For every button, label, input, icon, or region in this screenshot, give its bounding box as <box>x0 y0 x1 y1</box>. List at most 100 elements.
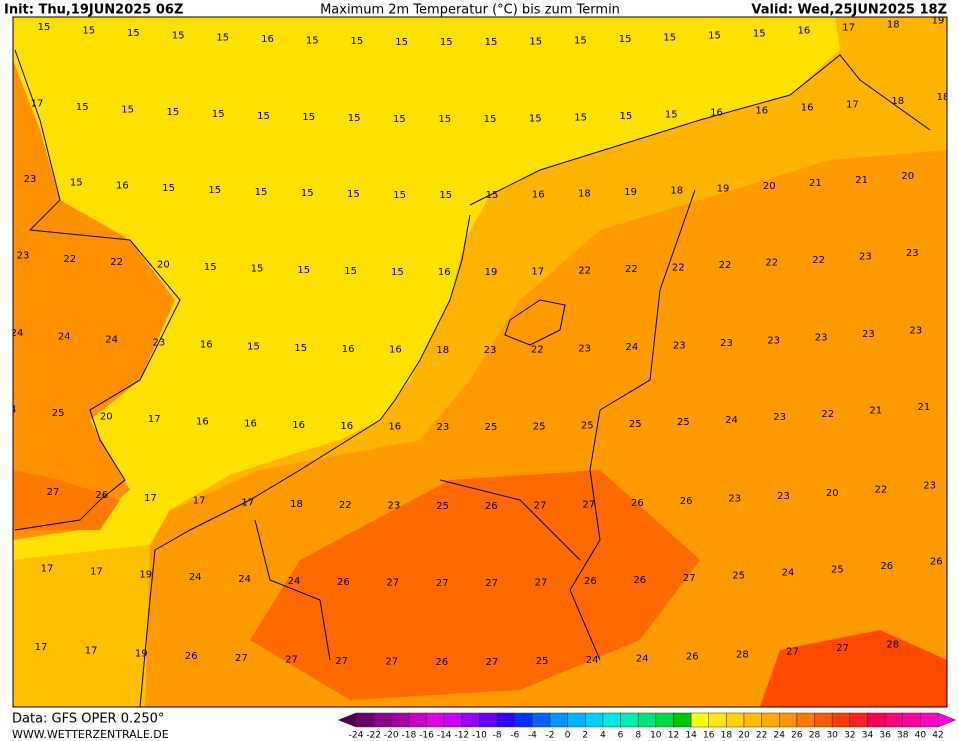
colorbar-swatch <box>549 712 568 728</box>
temperature-label: 16 <box>200 340 213 351</box>
temperature-label: 22 <box>672 262 685 273</box>
temperature-label: 27 <box>582 499 595 510</box>
temperature-label: 25 <box>831 564 844 575</box>
colorbar-swatch <box>849 712 868 728</box>
temperature-label: 20 <box>901 171 914 182</box>
temperature-label: 23 <box>673 340 686 351</box>
temperature-label: 16 <box>710 108 723 119</box>
border <box>254 189 696 661</box>
colorbar-label: 38 <box>897 731 909 741</box>
colorbar-swatch <box>426 712 445 728</box>
colorbar-label: 24 <box>774 731 786 741</box>
temperature-label: 15 <box>162 183 175 194</box>
temperature-labels: 15 15 15 15 15 16 15 15 15 15 15 15 15 15 15 15 15 16 17 18… <box>4 17 947 668</box>
temperature-label: 23 <box>24 174 37 185</box>
colorbar-label: 2 <box>582 731 588 741</box>
temperature-label: 15 <box>753 28 766 39</box>
temperature-label: 15 <box>302 112 315 123</box>
temperature-label: 27 <box>534 500 547 511</box>
uk-land <box>13 60 175 540</box>
colorbar-label: -8 <box>493 731 502 741</box>
temperature-label: 22 <box>812 255 825 266</box>
temperature-label: 26 <box>686 652 699 663</box>
temperature-label: 25 <box>533 421 546 432</box>
temperature-label: 15 <box>172 30 185 41</box>
temperature-label: 27 <box>47 487 60 498</box>
temperature-label: 24 <box>238 574 251 585</box>
colorbar-swatch <box>391 712 410 728</box>
temperature-label: 22 <box>719 260 732 271</box>
colorbar-swatch <box>479 712 498 728</box>
temperature-label: 15 <box>529 36 542 47</box>
temperature-label: 18 <box>436 345 449 356</box>
temperature-label: 16 <box>532 189 545 200</box>
temperature-label: 15 <box>708 31 721 42</box>
colorbar-swatch <box>796 712 815 728</box>
temperature-label: 15 <box>70 177 83 188</box>
temperature-label: 21 <box>809 178 822 189</box>
temperature-label: 17 <box>41 563 54 574</box>
temperature-label: 15 <box>204 262 217 273</box>
temperature-label: 16 <box>340 421 353 432</box>
temperature-label: 24 <box>4 405 17 416</box>
colorbar-label: 32 <box>844 731 855 741</box>
temperature-label: 15 <box>251 264 264 275</box>
temperature-label: 25 <box>732 571 745 582</box>
colorbar-swatch <box>831 712 851 728</box>
temperature-label: 16 <box>261 34 274 45</box>
temperature-label: 25 <box>581 420 594 431</box>
colorbar-label: -22 <box>366 731 381 741</box>
temperature-label: 16 <box>389 345 402 356</box>
colorbar-arrow <box>937 712 957 728</box>
temperature-label: 23 <box>909 325 922 336</box>
temperature-label: 22 <box>875 484 888 495</box>
temperature-label: 15 <box>663 33 676 44</box>
temperature-label: 17 <box>846 99 859 110</box>
colorbar-swatch <box>373 712 392 728</box>
temperature-label: 15 <box>38 22 51 33</box>
colorbar-label: 40 <box>915 731 927 741</box>
temperature-label: 25 <box>485 422 498 433</box>
temperature-label: 18 <box>670 185 683 196</box>
map-frame <box>12 16 948 708</box>
colorbar-arrow <box>337 712 357 728</box>
lake <box>504 299 566 346</box>
temperature-label: 17 <box>85 645 98 656</box>
temperature-label: 15 <box>82 25 95 36</box>
temperature-label: 19 <box>717 183 730 194</box>
colorbar-label: 18 <box>721 731 733 741</box>
temperature-label: 15 <box>347 189 360 200</box>
sea <box>13 17 840 560</box>
colorbar-label: 10 <box>650 731 662 741</box>
colorbar-label: 28 <box>809 731 821 741</box>
temperature-label: 15 <box>348 113 361 124</box>
temperature-label: 23 <box>773 412 786 423</box>
temperature-label: 21 <box>918 402 931 413</box>
temperature-label: 15 <box>486 190 499 201</box>
temperature-label: 27 <box>385 657 398 668</box>
temperature-label: 15 <box>121 105 134 116</box>
temperature-label: 15 <box>395 37 408 48</box>
colorbar-label: 20 <box>738 731 750 741</box>
france-coast-area <box>13 545 150 707</box>
temperature-label: 23 <box>767 336 780 347</box>
temperature-label: 16 <box>292 420 305 431</box>
coastline <box>14 49 181 531</box>
temperature-label: 26 <box>880 561 893 572</box>
hot-area <box>250 470 700 700</box>
temperature-label: 15 <box>665 110 678 121</box>
temperature-label: 17 <box>148 414 161 425</box>
temperature-label: 17 <box>531 266 544 277</box>
colorbar-label: 16 <box>703 731 715 741</box>
colorbar-label: 34 <box>862 731 874 741</box>
temperature-label: 24 <box>11 328 24 339</box>
temperature-label: 15 <box>208 185 221 196</box>
colorbar-swatch <box>867 712 886 728</box>
temperature-label: 25 <box>677 417 690 428</box>
temperature-label: 18 <box>891 96 904 107</box>
temperature-label: 15 <box>439 190 452 201</box>
temperature-label: 26 <box>485 501 498 512</box>
colorbar-label: -18 <box>402 731 417 741</box>
temperature-label: 26 <box>337 577 350 588</box>
